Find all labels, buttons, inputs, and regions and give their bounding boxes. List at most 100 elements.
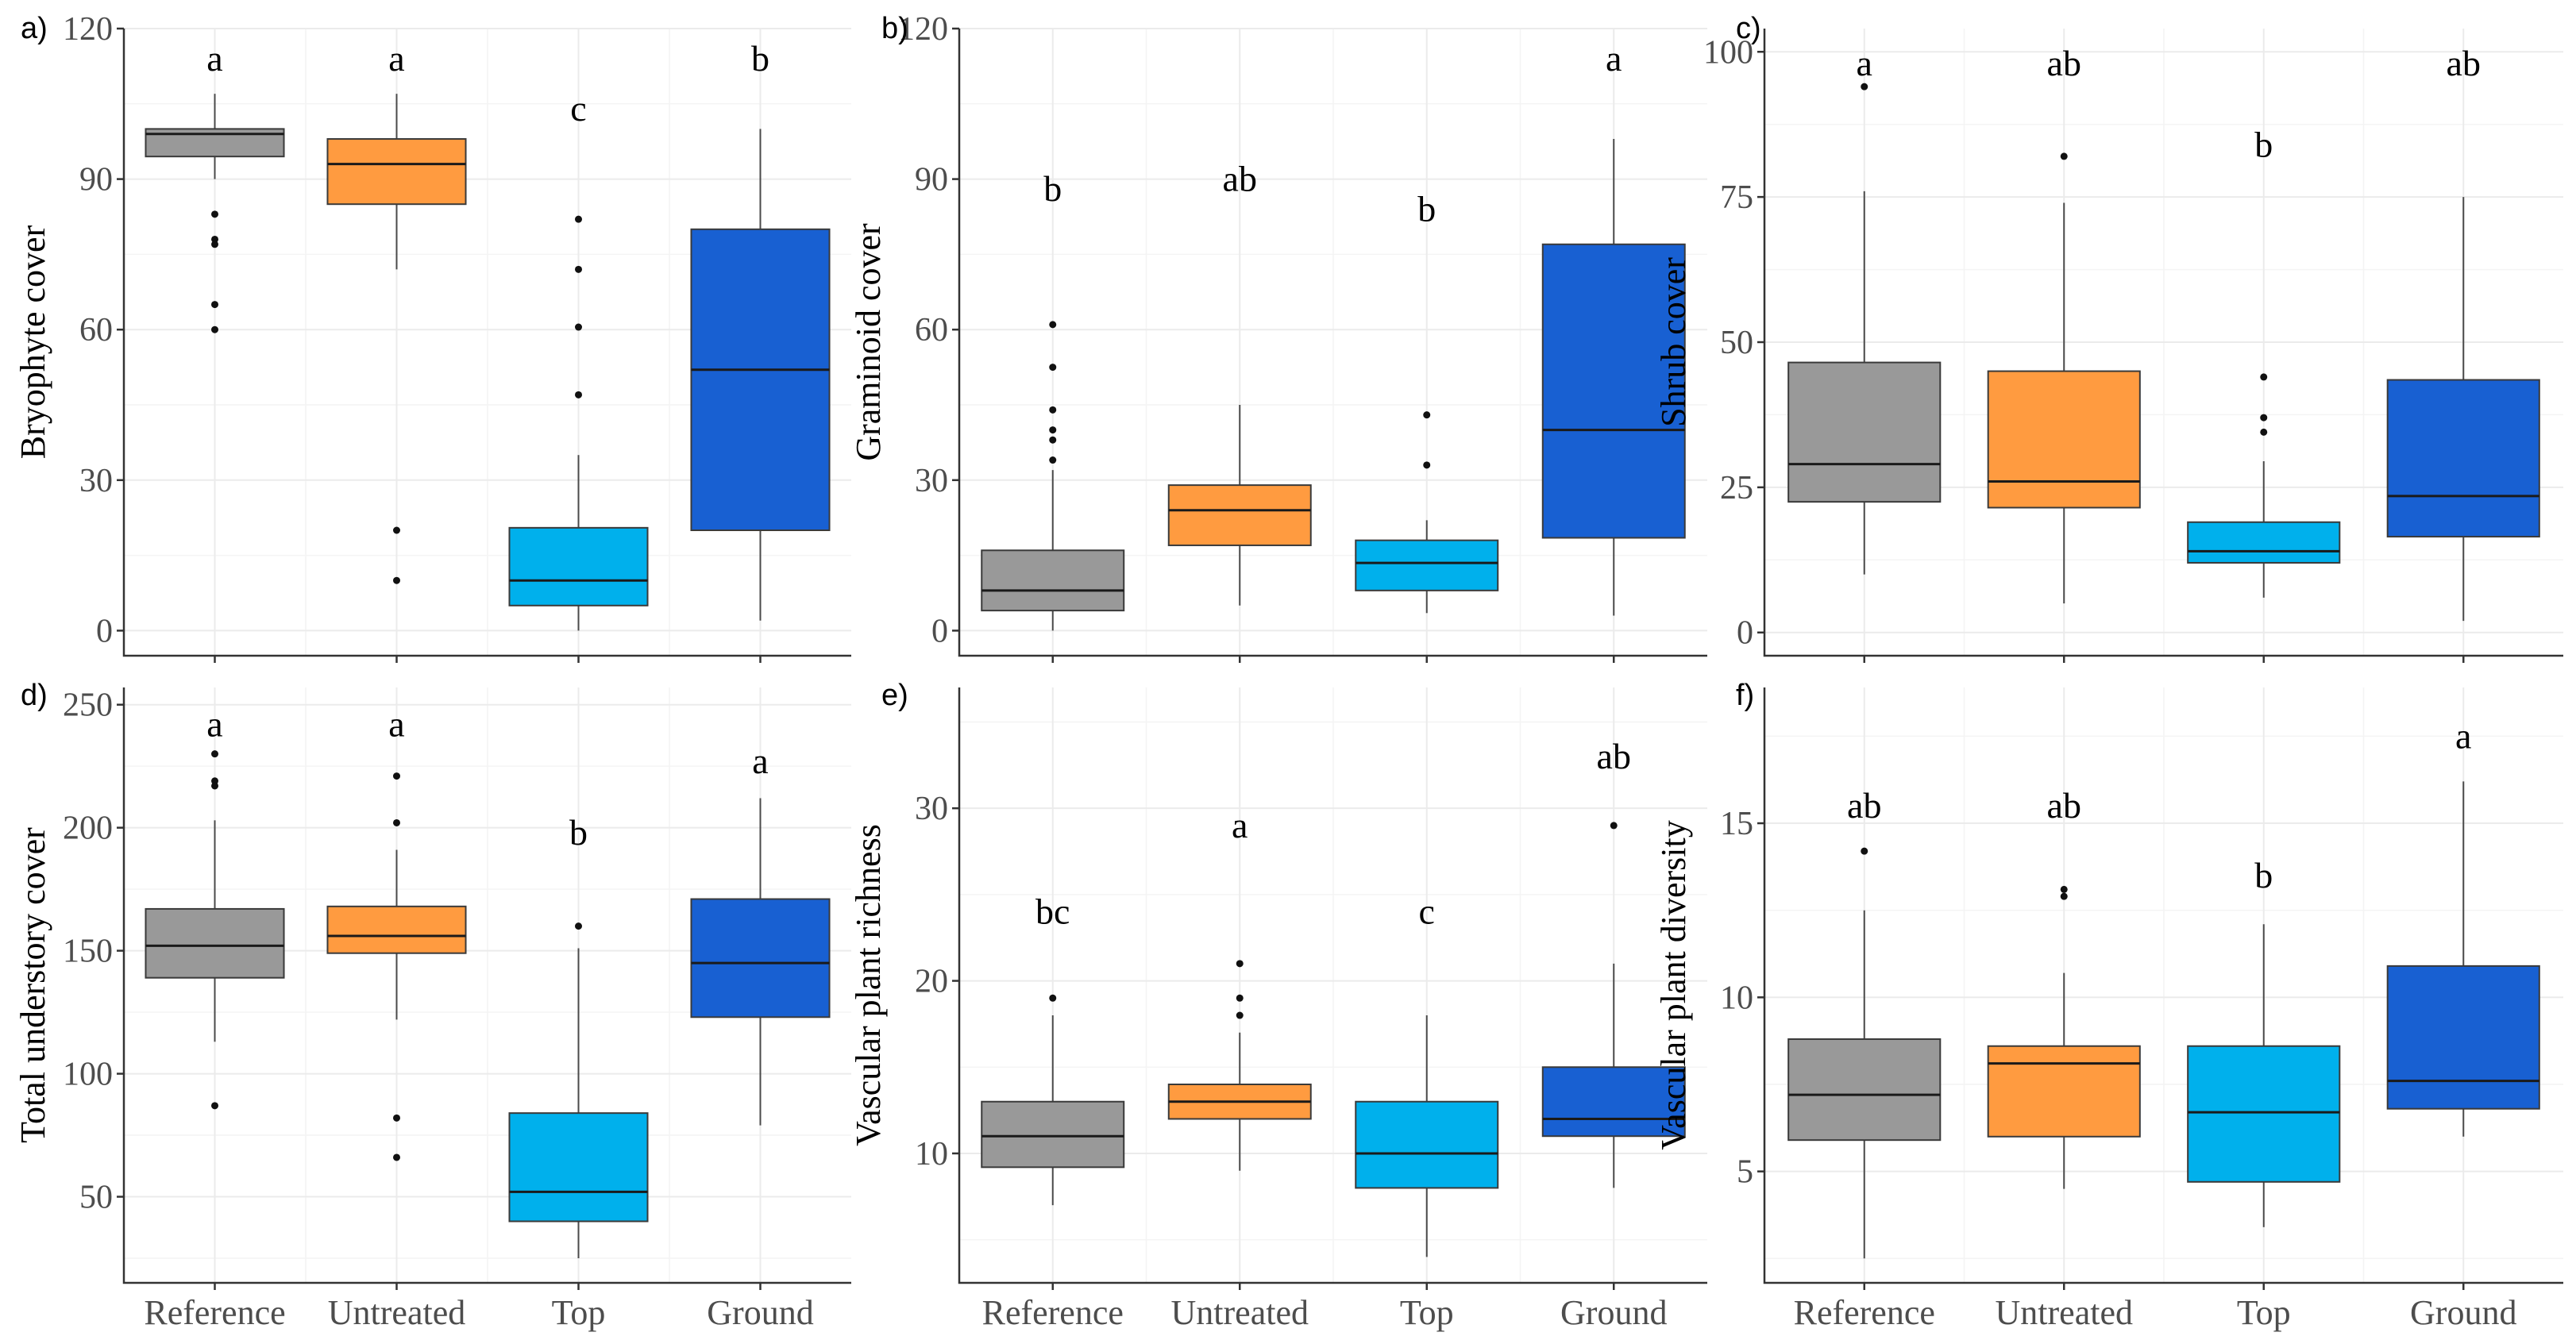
y-tick-label: 250	[63, 687, 113, 724]
outlier-point	[1049, 426, 1057, 434]
y-tick-label: 30	[915, 463, 948, 499]
y-tick-label: 30	[915, 791, 948, 827]
box-reference	[981, 321, 1125, 631]
box-top	[1355, 411, 1499, 614]
box-iqr	[2187, 1045, 2341, 1183]
outlier-point	[1861, 847, 1868, 855]
panel-label: b)	[881, 12, 908, 45]
panel-3: a a b a 50 100 150 200 250 Reference Untreated Top G…	[13, 679, 851, 1332]
box-ground	[690, 129, 831, 621]
y-tick-label: 100	[1703, 34, 1753, 71]
significance-letter: a	[1606, 38, 1622, 79]
box-ground	[690, 798, 831, 1126]
x-tick-label: Top	[552, 1293, 606, 1332]
panel-label: c)	[1736, 12, 1761, 45]
outlier-point	[211, 301, 218, 309]
significance-letter: a	[752, 741, 768, 781]
y-axis-title: Vascular plant diversity	[1654, 820, 1693, 1149]
box-iqr	[326, 138, 467, 206]
box-untreated	[1987, 152, 2141, 604]
outlier-point	[393, 576, 400, 584]
y-tick-label: 120	[898, 11, 948, 48]
y-tick-label: 30	[79, 463, 113, 499]
box-reference	[145, 94, 285, 333]
y-tick-label: 50	[1720, 325, 1753, 361]
box-iqr	[2386, 379, 2540, 538]
box-iqr	[1541, 243, 1686, 539]
outlier-point	[1049, 994, 1057, 1002]
outlier-point	[575, 215, 582, 223]
y-tick-label: 5	[1737, 1154, 1753, 1191]
outlier-point	[2060, 152, 2068, 160]
outlier-point	[211, 777, 218, 785]
significance-letter: ab	[1223, 159, 1257, 199]
outlier-point	[393, 1153, 400, 1161]
outlier-point	[211, 1102, 218, 1110]
significance-letter: ab	[2047, 43, 2081, 83]
outlier-point	[1236, 994, 1244, 1002]
y-tick-label: 60	[79, 312, 113, 348]
y-tick-label: 25	[1720, 470, 1753, 506]
box-ground	[2386, 781, 2540, 1137]
significance-letter: ab	[2047, 785, 2081, 826]
y-tick-label: 200	[63, 811, 113, 847]
y-axis-title: Graminoid cover	[849, 223, 888, 461]
axis-lines	[122, 29, 851, 657]
box-reference	[981, 994, 1125, 1206]
x-tick-label: Ground	[1560, 1293, 1667, 1332]
outlier-point	[211, 241, 218, 248]
box-iqr	[690, 898, 831, 1018]
box-reference	[145, 750, 285, 1110]
box-untreated	[1167, 405, 1312, 606]
y-axis-title: Bryophyte cover	[13, 225, 52, 459]
x-tick-label: Ground	[707, 1293, 813, 1332]
panel-label: d)	[21, 679, 48, 712]
y-tick-label: 15	[1720, 806, 1753, 842]
y-tick-label: 50	[79, 1180, 113, 1216]
outlier-point	[1049, 456, 1057, 464]
outlier-point	[1236, 960, 1244, 968]
significance-letter: ab	[1847, 785, 1881, 826]
panel-0: a a c b 0 30 60 90 120 Bryophyte cover a)	[13, 11, 851, 663]
box-iqr	[1787, 361, 1942, 503]
y-tick-label: 10	[1720, 980, 1753, 1016]
x-tick-label: Ground	[2410, 1293, 2516, 1332]
box-iqr	[2386, 965, 2540, 1110]
box-iqr	[1541, 1066, 1686, 1138]
outlier-point	[211, 750, 218, 758]
x-tick-label: Reference	[982, 1293, 1124, 1332]
axis-lines	[122, 687, 851, 1284]
outlier-point	[1049, 364, 1057, 372]
outlier-point	[211, 782, 218, 790]
box-iqr	[1355, 539, 1499, 591]
outlier-point	[1049, 406, 1057, 414]
outlier-point	[1423, 461, 1431, 469]
y-axis-title: Vascular plant richness	[849, 824, 888, 1146]
box-iqr	[1355, 1100, 1499, 1189]
significance-letter: b	[2254, 855, 2273, 895]
panel-4: bc a c ab 10 20 30 Reference Untreated Top Ground V…	[849, 679, 1707, 1332]
significance-letter: a	[206, 703, 222, 744]
x-tick-label: Top	[1400, 1293, 1454, 1332]
box-top	[2187, 924, 2341, 1227]
significance-letter: c	[570, 88, 586, 129]
outlier-point	[575, 391, 582, 399]
y-tick-label: 75	[1720, 179, 1753, 216]
significance-letter: a	[1232, 805, 1248, 845]
y-axis-title: Total understory cover	[13, 827, 52, 1143]
outlier-point	[393, 818, 400, 826]
outlier-point	[211, 235, 218, 243]
y-tick-label: 20	[915, 964, 948, 1000]
significance-letter: b	[2254, 124, 2273, 164]
significance-letter: a	[388, 38, 404, 79]
x-tick-label: Top	[2237, 1293, 2291, 1332]
y-tick-label: 120	[63, 11, 113, 48]
box-iqr	[981, 549, 1125, 612]
y-tick-label: 0	[96, 613, 113, 649]
y-tick-label: 90	[915, 162, 948, 198]
outlier-point	[1049, 436, 1057, 444]
x-tick-label: Untreated	[1171, 1293, 1309, 1332]
box-top	[508, 215, 649, 631]
box-untreated	[1167, 960, 1312, 1171]
outlier-point	[1423, 411, 1431, 419]
